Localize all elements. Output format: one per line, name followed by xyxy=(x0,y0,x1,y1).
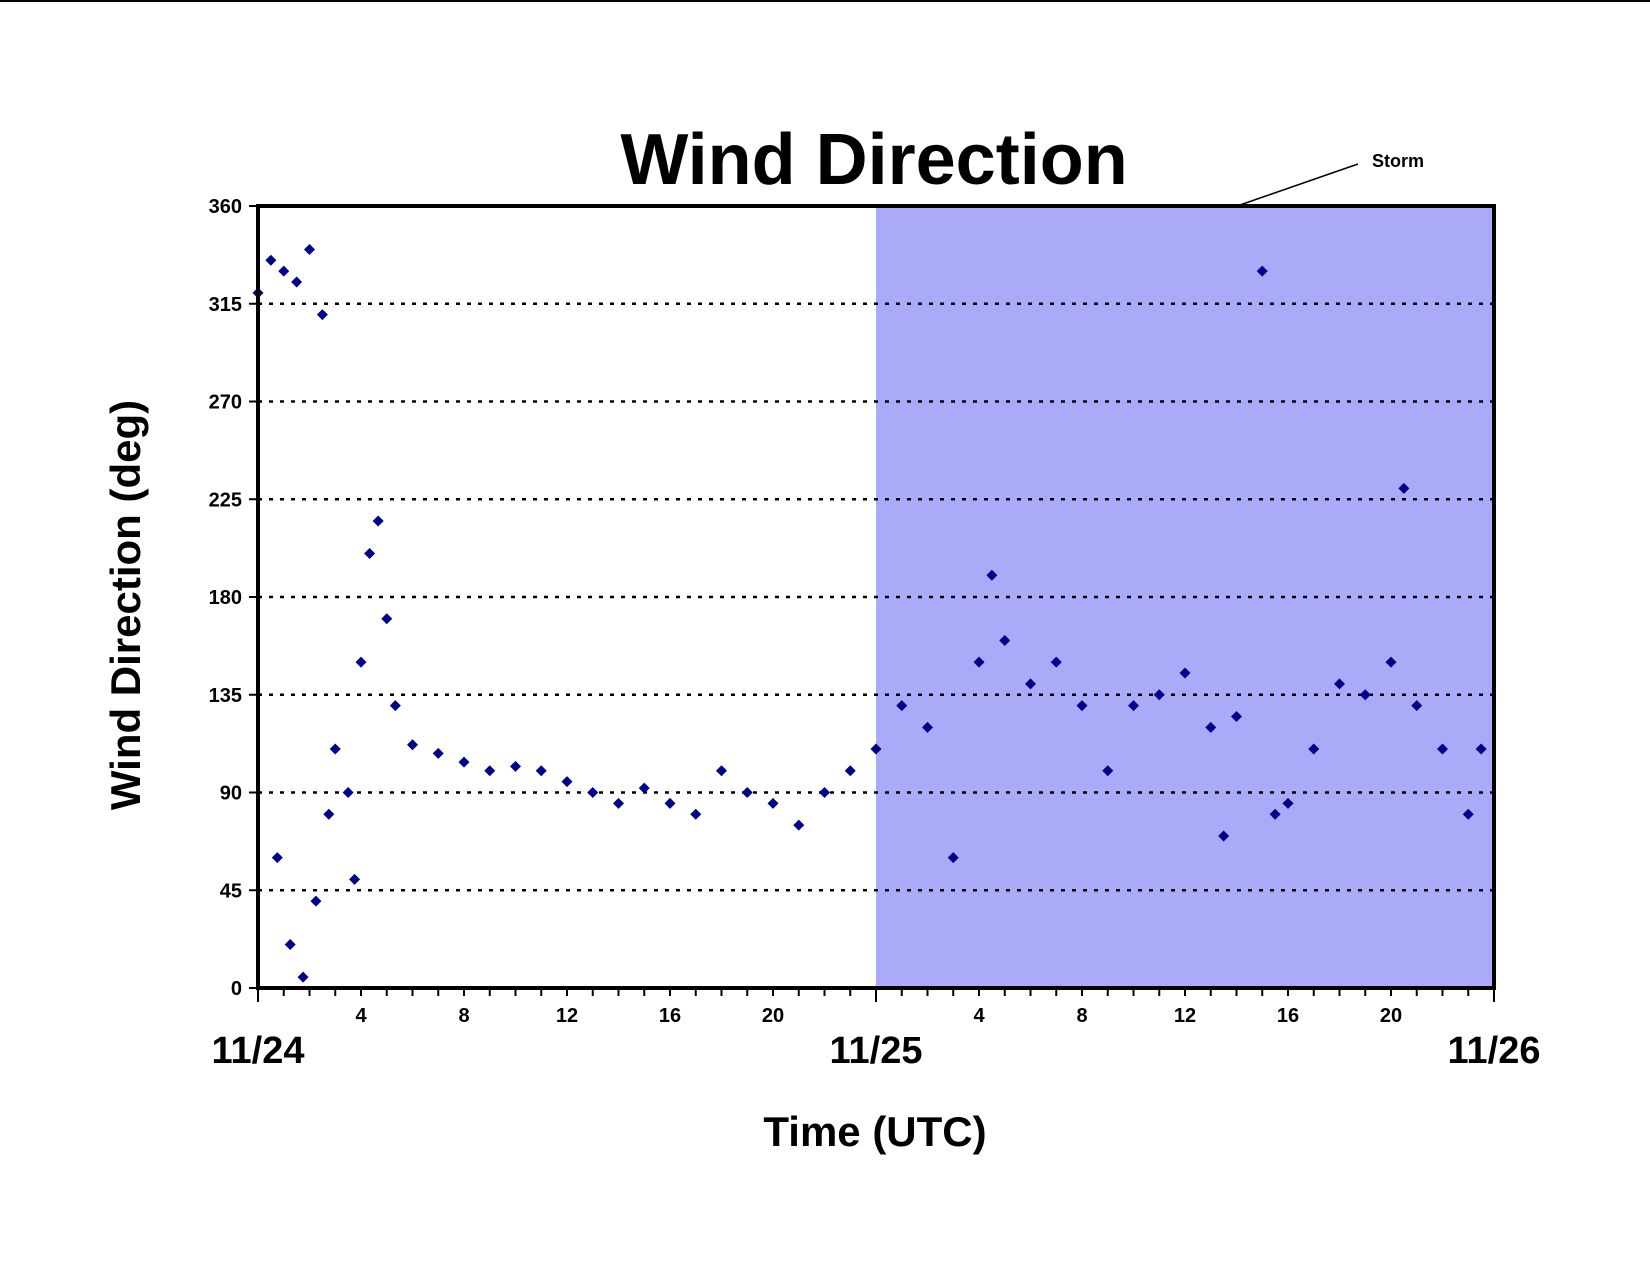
data-point xyxy=(316,309,328,321)
x-axis-title: Time (UTC) xyxy=(763,1108,986,1155)
data-point xyxy=(819,787,830,798)
chart-title: Wind Direction xyxy=(620,120,1127,200)
data-point xyxy=(342,787,354,798)
data-point xyxy=(1282,797,1294,809)
data-point xyxy=(767,797,779,809)
data-point xyxy=(1385,656,1397,668)
data-point xyxy=(1308,743,1320,755)
x-tick-label: 16 xyxy=(659,1005,681,1027)
data-point xyxy=(364,548,376,560)
x-tick-label: 4 xyxy=(973,1005,985,1027)
data-point xyxy=(1256,265,1268,277)
data-point xyxy=(1076,700,1088,712)
data-point xyxy=(381,613,393,625)
x-date-label: 11/25 xyxy=(830,1030,923,1072)
storm-annotation: Storm xyxy=(1239,151,1424,206)
data-point xyxy=(510,760,521,772)
y-tick-label: 180 xyxy=(209,587,242,609)
y-tick-label: 315 xyxy=(209,294,242,316)
data-point xyxy=(349,873,361,885)
data-point xyxy=(1437,743,1448,755)
y-tick-label: 360 xyxy=(209,196,242,218)
storm-annotation-label: Storm xyxy=(1372,151,1424,171)
data-point xyxy=(265,254,277,266)
x-tick-label: 4 xyxy=(355,1005,367,1027)
data-point xyxy=(323,808,335,820)
data-point xyxy=(896,700,908,712)
data-point xyxy=(1398,482,1410,494)
x-tick-label: 20 xyxy=(1380,1005,1402,1027)
data-point xyxy=(793,819,805,831)
data-point xyxy=(1102,765,1114,777)
data-point xyxy=(973,656,985,668)
data-point xyxy=(1411,700,1423,712)
data-point xyxy=(291,276,303,288)
x-date-label: 11/24 xyxy=(212,1030,305,1072)
x-tick-label: 12 xyxy=(1174,1005,1196,1027)
data-point xyxy=(1025,678,1036,690)
data-point xyxy=(304,243,315,255)
data-point xyxy=(1218,830,1230,842)
data-point xyxy=(1050,656,1062,668)
x-date-label: 11/26 xyxy=(1448,1030,1541,1072)
data-point xyxy=(1205,721,1217,733)
data-point xyxy=(999,634,1011,646)
data-point xyxy=(986,569,998,581)
data-point xyxy=(407,739,418,751)
data-point xyxy=(329,743,341,755)
data-point xyxy=(844,765,856,777)
data-point xyxy=(741,787,753,798)
data-point xyxy=(1231,710,1242,722)
data-point xyxy=(561,776,573,788)
data-point xyxy=(587,787,599,798)
y-tick-label: 0 xyxy=(231,978,242,1000)
data-point xyxy=(271,852,283,864)
x-axis-ticks: 4 8 12 16 20 4 8 12 16 20 11/24 11/25 11/26 xyxy=(212,988,1541,1072)
data-point xyxy=(310,895,322,907)
y-tick-label: 45 xyxy=(220,880,242,902)
data-point xyxy=(947,852,959,864)
y-tick-label: 270 xyxy=(209,392,242,414)
data-point xyxy=(1334,678,1345,690)
data-point xyxy=(870,743,882,755)
y-tick-label: 225 xyxy=(209,489,242,511)
data-point xyxy=(613,797,624,809)
data-point xyxy=(372,515,384,527)
storm-leader-line xyxy=(1239,163,1359,206)
data-point xyxy=(432,747,444,759)
data-point xyxy=(297,971,309,983)
y-axis-title: Wind Direction (deg) xyxy=(102,400,149,810)
data-point xyxy=(1359,689,1371,701)
data-point xyxy=(1179,667,1191,679)
gridlines xyxy=(258,302,1494,892)
data-point xyxy=(355,656,367,668)
data-point xyxy=(484,765,496,777)
data-point xyxy=(922,721,933,733)
data-point xyxy=(278,265,290,277)
data-point xyxy=(690,808,702,820)
y-axis-ticks: 0 45 90 135 180 225 270 315 360 xyxy=(209,196,258,1000)
x-tick-label: 8 xyxy=(1076,1005,1087,1027)
data-point xyxy=(1269,808,1281,820)
data-point xyxy=(535,765,547,777)
data-point xyxy=(716,765,727,777)
data-point xyxy=(458,756,470,768)
y-tick-label: 90 xyxy=(220,783,242,805)
data-point xyxy=(1153,689,1165,701)
x-tick-label: 20 xyxy=(762,1005,784,1027)
x-tick-label: 8 xyxy=(458,1005,469,1027)
y-tick-label: 135 xyxy=(209,685,242,707)
data-point xyxy=(1475,743,1487,755)
data-point xyxy=(664,797,676,809)
data-point xyxy=(1128,700,1139,712)
data-points xyxy=(252,243,1487,983)
plot-area: 0 45 90 135 180 225 270 315 360 4 8 12 16 20 4 8 12 16 20… xyxy=(209,196,1541,1072)
data-point xyxy=(638,782,650,794)
x-tick-label: 16 xyxy=(1277,1005,1299,1027)
data-point xyxy=(284,939,296,951)
data-point xyxy=(389,700,401,712)
data-point xyxy=(1462,808,1474,820)
x-tick-label: 12 xyxy=(556,1005,578,1027)
